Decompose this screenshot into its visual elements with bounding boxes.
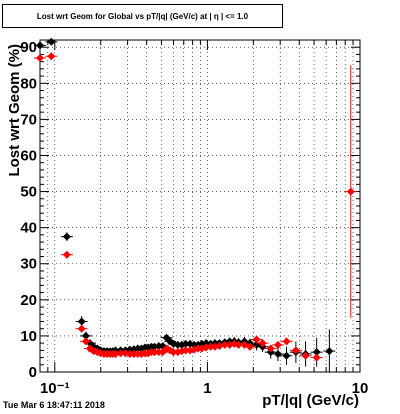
data-point (273, 340, 282, 349)
data-point (273, 349, 282, 358)
data-point (36, 54, 44, 63)
y-tick-label: 80 (20, 75, 37, 92)
data-point (47, 52, 56, 61)
x-tick-label: 10⁻¹ (40, 380, 70, 397)
y-tick-label: 10 (20, 328, 37, 345)
plot-frame (39, 39, 361, 373)
axis-ticks (39, 40, 361, 373)
y-tick-label: 20 (20, 292, 37, 309)
data-point (77, 317, 86, 326)
data-point (282, 351, 291, 360)
data-point (291, 346, 300, 355)
data-point (252, 335, 261, 344)
data-point (312, 348, 321, 357)
chart-title-box: Lost wrt Geom for Global vs pT/|q| (GeV/… (2, 4, 283, 28)
data-point (81, 337, 90, 346)
y-tick-label: 70 (20, 111, 37, 128)
data-point (325, 347, 334, 356)
y-tick-label: 40 (20, 220, 37, 237)
x-tick-labels: 10⁻¹ 1 10 (40, 380, 368, 397)
y-tick-labels: 0 10 20 30 40 50 60 70 80 90 (20, 39, 37, 381)
data-point (346, 187, 355, 196)
data-point (62, 250, 71, 259)
data-point (258, 339, 267, 348)
data-point (36, 41, 44, 50)
data-point (266, 344, 275, 353)
series-1 (34, 52, 357, 362)
y-tick-label: 0 (29, 364, 37, 381)
x-tick-label: 10 (352, 380, 369, 397)
data-point (245, 342, 254, 351)
x-axis-title: pT/|q| (GeV/c) (262, 392, 359, 409)
timestamp-footer: Tue Mar 6 18:47:11 2018 (3, 400, 105, 410)
y-tick-label: 60 (20, 147, 37, 164)
data-point (47, 37, 56, 46)
data-point (215, 342, 224, 351)
data-point (301, 351, 310, 360)
y-tick-label: 30 (20, 256, 37, 273)
data-point (81, 331, 90, 340)
y-axis-title: Lost wrt Geom (%) (6, 44, 23, 177)
data-point (77, 324, 86, 333)
y-tick-label: 50 (20, 184, 37, 201)
data-point (312, 353, 321, 362)
chart-title: Lost wrt Geom for Global vs pT/|q| (GeV/… (36, 11, 249, 21)
data-point (282, 337, 291, 346)
data-point (121, 349, 130, 358)
grid-lines (39, 40, 360, 373)
data-point (111, 349, 120, 358)
x-tick-label: 1 (203, 380, 211, 397)
series-0 (34, 37, 336, 373)
data-point (62, 232, 71, 241)
data-series (34, 37, 357, 373)
y-tick-label: 90 (20, 39, 37, 56)
